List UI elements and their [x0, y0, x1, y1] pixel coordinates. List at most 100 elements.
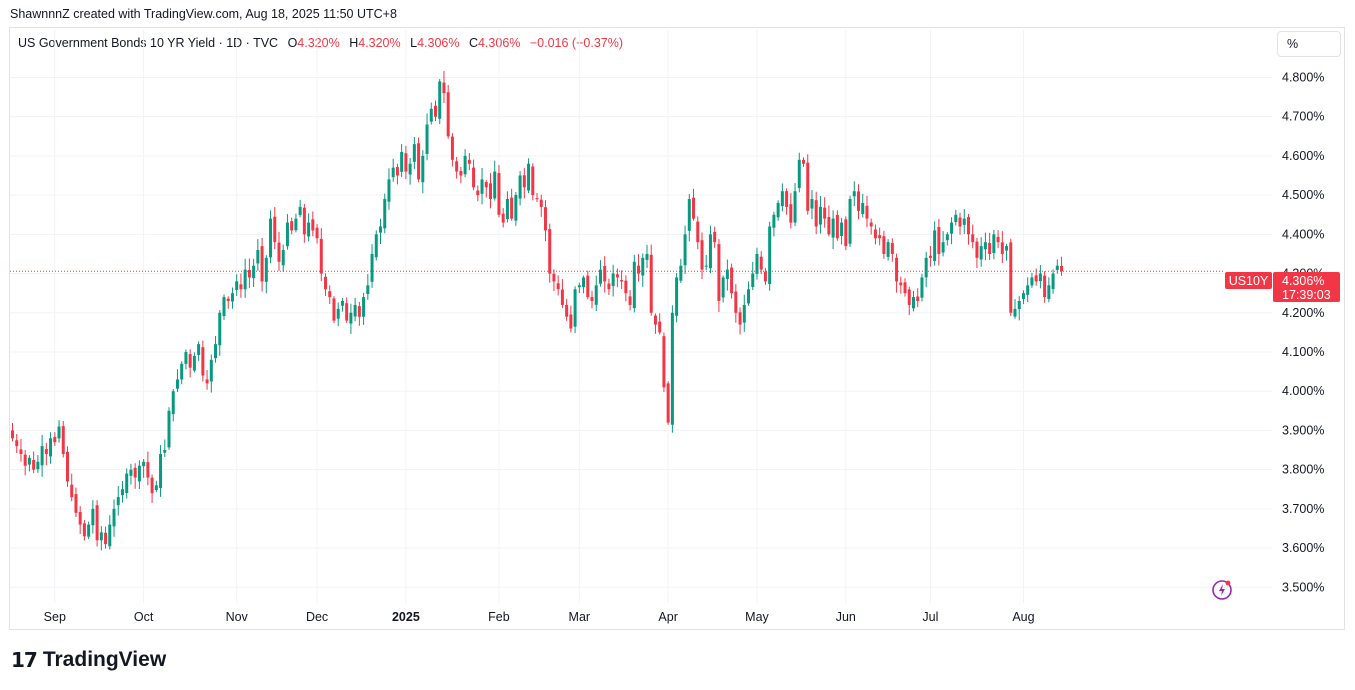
close-label: C [468, 36, 478, 50]
lightning-icon[interactable] [1212, 580, 1232, 600]
candles [11, 71, 1064, 551]
candle-body [814, 200, 818, 227]
candle-body [40, 446, 44, 466]
candle-body [607, 283, 611, 290]
low-value: 4.306% [417, 36, 460, 50]
candle-body [146, 462, 150, 478]
candle-body [269, 218, 273, 258]
candle-body [992, 234, 996, 253]
candle-body [218, 312, 222, 346]
x-tick-label: Nov [226, 610, 249, 624]
candle-body [594, 285, 598, 305]
candle-body [450, 136, 454, 160]
candle-body [324, 276, 328, 290]
candle-body [1013, 308, 1017, 317]
candle-body [1047, 285, 1051, 299]
candle-body [99, 532, 103, 541]
candle-body [514, 195, 518, 221]
candle-body [683, 234, 687, 266]
grid-lines [10, 30, 1272, 603]
candle-body [395, 166, 399, 176]
candle-body [772, 214, 776, 228]
candle-body [434, 105, 437, 117]
candle-body [133, 467, 137, 478]
candle-body [120, 489, 124, 496]
chart-frame [9, 27, 1345, 630]
y-tick-label: 3.700% [1282, 502, 1324, 516]
x-tick-label: Oct [134, 610, 154, 624]
candle-body [302, 207, 306, 235]
candle-body [19, 449, 23, 454]
candle-body [442, 82, 446, 94]
price-axis: 3.500% 3.600% 3.700% 3.800% 3.900% 4.000% 4.10… [1282, 70, 1324, 594]
attribution-header: ShawnnnZ created with TradingView.com, A… [10, 7, 397, 21]
candle-body [527, 163, 531, 191]
candle-body [615, 274, 619, 278]
candle-body [848, 199, 852, 244]
y-tick-label: 4.600% [1282, 149, 1324, 163]
candle-body [150, 477, 154, 494]
time-axis: Sep Oct Nov Dec 2025 Feb Mar Apr May Jun Jul Aug [44, 610, 1035, 624]
candle-body [785, 191, 789, 207]
high-label: H [349, 36, 359, 50]
candle-body [328, 291, 332, 298]
candle-body [438, 81, 442, 119]
candle-body [459, 171, 463, 176]
candle-body [171, 391, 175, 415]
candle-body [214, 344, 218, 359]
candle-body [937, 227, 941, 254]
candle-body [11, 430, 14, 439]
candle-body [645, 253, 649, 260]
candle-body [797, 159, 801, 188]
candle-body [180, 363, 184, 380]
candle-body [336, 308, 340, 319]
candle-body [962, 218, 966, 225]
candle-body [1030, 277, 1034, 286]
candle-body [979, 246, 983, 260]
candle-body [565, 304, 569, 317]
candle-body [472, 167, 476, 188]
candle-body [260, 246, 264, 282]
candle-body [759, 256, 763, 270]
candle-body [831, 218, 835, 238]
candle-body [222, 297, 226, 317]
candle-body [869, 222, 873, 227]
candle-body [484, 182, 488, 188]
candle-body [687, 199, 691, 231]
candle-body [730, 267, 734, 294]
candle-body [49, 438, 53, 457]
y-tick-label: 4.100% [1282, 345, 1324, 359]
unit-selector-button[interactable]: % [1277, 31, 1341, 57]
candle-body [345, 303, 349, 321]
candle-body [387, 179, 391, 202]
candle-body [332, 298, 336, 321]
candle-body [696, 221, 700, 243]
candle-body [941, 242, 945, 253]
candle-body [488, 183, 492, 200]
candle-body [1009, 242, 1013, 313]
symbol-label[interactable]: US Government Bonds 10 YR Yield · 1D · T… [18, 36, 279, 50]
candle-body [878, 235, 882, 239]
tradingview-logo-icon: 17 [11, 648, 38, 672]
candle-body [366, 285, 370, 295]
y-tick-label: 3.900% [1282, 423, 1324, 437]
candle-body [704, 265, 708, 267]
candle-body [755, 253, 759, 274]
candle-body [252, 265, 256, 279]
countdown-value: 17:39:03 [1282, 288, 1331, 302]
candle-body [802, 159, 806, 164]
candle-body [319, 238, 323, 274]
candle-body [142, 461, 146, 467]
candle-body [175, 379, 179, 389]
candle-body [653, 315, 657, 325]
candle-body [412, 144, 416, 162]
tradingview-logo: 17 TradingView [11, 648, 166, 672]
candle-body [632, 261, 636, 309]
candle-body [159, 453, 163, 489]
candle-body [844, 219, 848, 247]
candle-body [184, 351, 188, 364]
candle-body [598, 269, 602, 284]
candle-body [243, 269, 247, 290]
candle-body [273, 216, 277, 243]
